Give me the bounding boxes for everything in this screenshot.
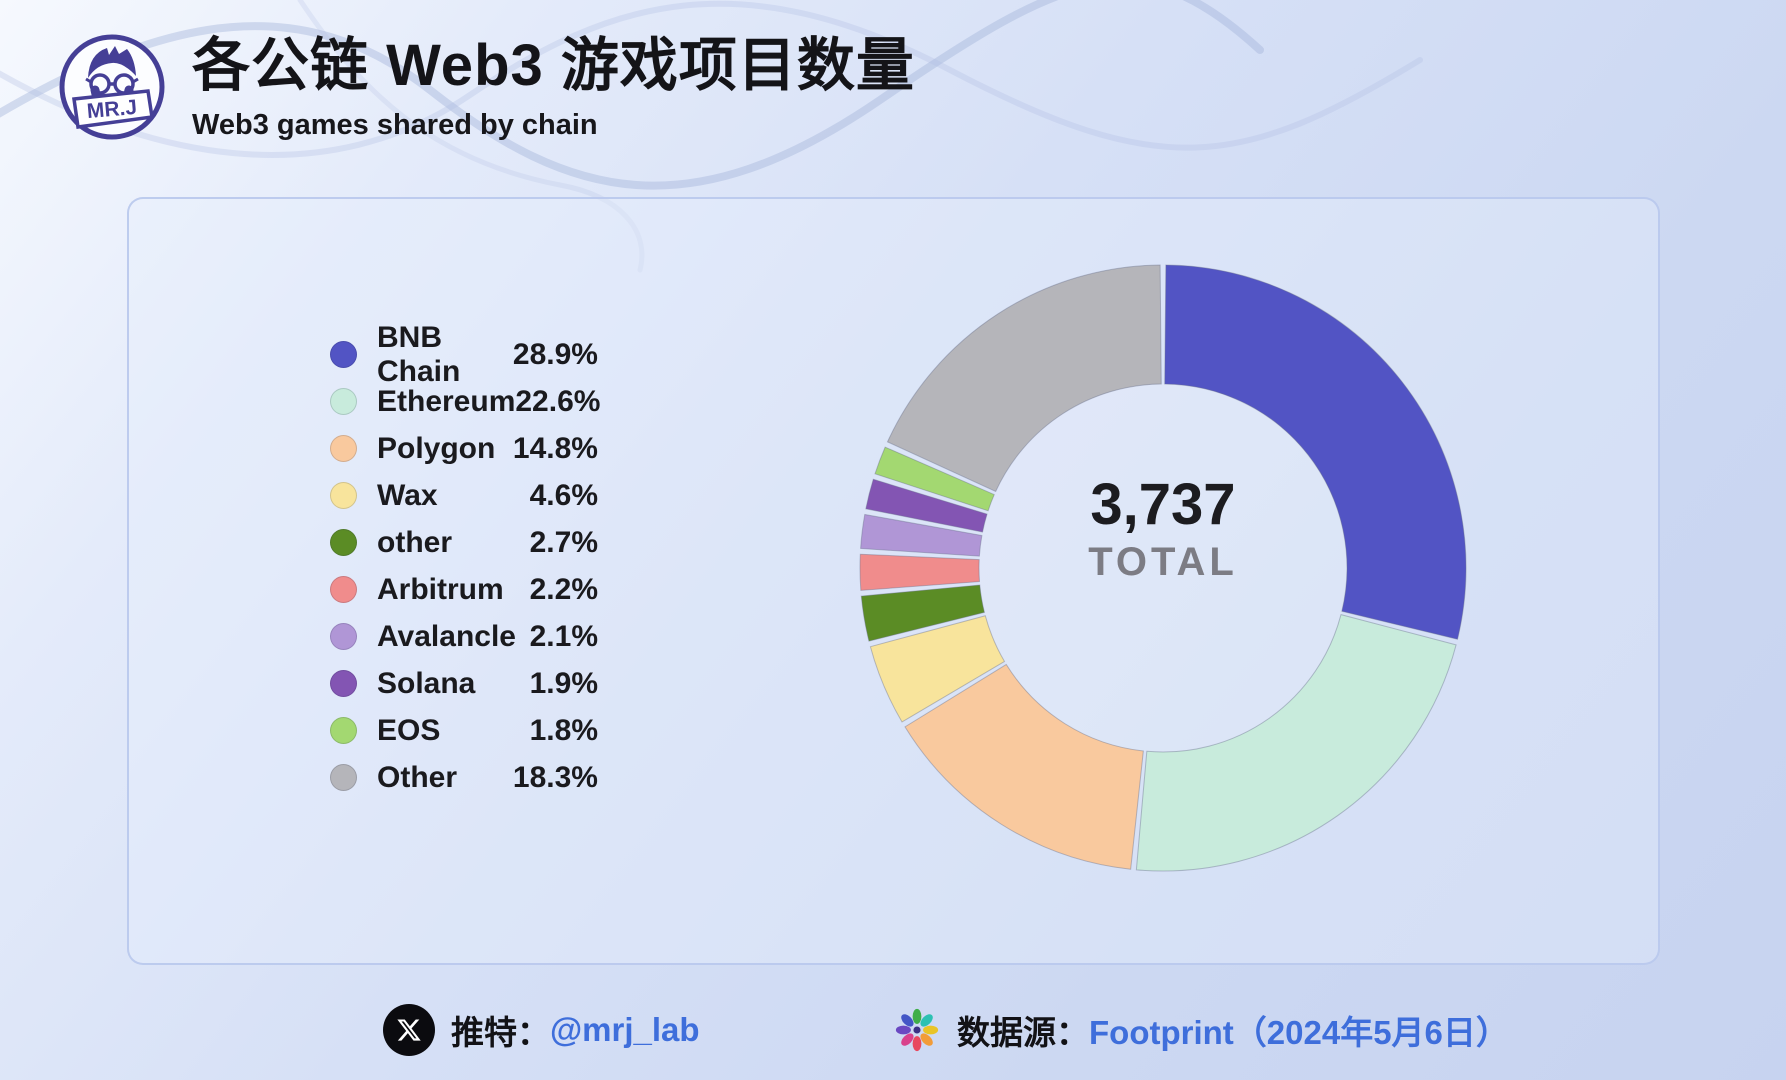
legend-swatch-icon <box>330 717 357 744</box>
legend-item-other[interactable]: Other 18.3% <box>330 754 598 801</box>
legend-value: 4.6% <box>529 478 598 512</box>
donut-slice-eos[interactable] <box>874 446 995 512</box>
donut-chart: 3,737 TOTAL <box>843 248 1483 888</box>
legend-label: Avalancle <box>377 619 516 653</box>
legend-value: 22.6% <box>515 384 601 418</box>
legend-label: Arbitrum <box>377 572 504 606</box>
donut-slice-other[interactable] <box>860 584 986 642</box>
legend-swatch-icon <box>330 435 357 462</box>
legend-label: Wax <box>377 478 438 512</box>
legend-value: 1.9% <box>529 666 598 700</box>
legend-item-polygon[interactable]: Polygon 14.8% <box>330 425 598 472</box>
legend-swatch-icon <box>330 576 357 603</box>
title-block: 各公链 Web3 游戏项目数量 Web3 games shared by cha… <box>192 33 915 142</box>
source-label: 数据源： <box>957 1014 1089 1051</box>
legend: BNB Chain 28.9% Ethereum 22.6% Polygon 14.8% W… <box>330 321 601 801</box>
donut-hole <box>979 384 1347 752</box>
legend-swatch-icon <box>330 623 357 650</box>
donut-slice-arbitrum[interactable] <box>859 553 981 591</box>
legend-label: EOS <box>377 713 441 747</box>
legend-item-ethereum[interactable]: Ethereum 22.6% <box>330 378 601 425</box>
legend-item-eos[interactable]: EOS 1.8% <box>330 707 598 754</box>
legend-label: BNB Chain <box>377 320 461 388</box>
donut-slice-wax[interactable] <box>869 615 1006 723</box>
donut-slice-solana[interactable] <box>865 478 988 533</box>
legend-swatch-icon <box>330 482 357 509</box>
legend-item-arbitrum[interactable]: Arbitrum 2.2% <box>330 566 598 613</box>
legend-item-wax[interactable]: Wax 4.6% <box>330 472 598 519</box>
mrj-logo-icon: MR.J <box>59 34 165 140</box>
legend-item-avalancle[interactable]: Avalancle 2.1% <box>330 613 598 660</box>
legend-label: other <box>377 525 452 559</box>
twitter-label: 推特： <box>451 1014 550 1051</box>
page-subtitle: Web3 games shared by chain <box>192 109 598 141</box>
legend-label: Other <box>377 760 458 794</box>
legend-value: 18.3% <box>512 760 598 794</box>
footprint-flower-icon <box>893 1006 941 1054</box>
source-credit: 数据源： Footprint（2024年5月6日） <box>893 1004 1509 1056</box>
donut-slice-avalancle[interactable] <box>860 513 983 557</box>
logo-avatar: MR.J <box>58 33 166 141</box>
source-link[interactable]: Footprint（2024年5月6日） <box>1089 1014 1509 1051</box>
legend-value: 14.8% <box>512 431 598 465</box>
legend-swatch-icon <box>330 341 357 368</box>
x-twitter-icon <box>383 1004 435 1056</box>
twitter-handle[interactable]: @mrj_lab <box>550 1011 700 1048</box>
legend-value: 2.1% <box>529 619 598 653</box>
twitter-credit: 推特： @mrj_lab <box>383 1004 700 1056</box>
legend-label: Polygon <box>377 431 496 465</box>
donut-slice-ethereum[interactable] <box>1135 614 1457 872</box>
legend-label: Solana <box>377 666 476 700</box>
legend-item-other[interactable]: other 2.7% <box>330 519 598 566</box>
legend-swatch-icon <box>330 670 357 697</box>
header: MR.J 各公链 Web3 游戏项目数量 Web3 games shared b… <box>58 33 915 141</box>
page-title: 各公链 Web3 游戏项目数量 <box>192 33 915 98</box>
legend-item-bnb-chain[interactable]: BNB Chain 28.9% <box>330 321 598 388</box>
legend-swatch-icon <box>330 529 357 556</box>
donut-slice-bnb-chain[interactable] <box>1164 264 1467 640</box>
legend-label: Ethereum <box>377 384 516 418</box>
legend-value: 1.8% <box>529 713 598 747</box>
legend-swatch-icon <box>330 388 357 415</box>
legend-value: 2.2% <box>529 572 598 606</box>
donut-svg <box>859 264 1467 872</box>
donut-slice-other[interactable] <box>886 264 1162 493</box>
legend-value: 28.9% <box>512 337 598 371</box>
donut-slice-polygon[interactable] <box>904 663 1144 870</box>
legend-item-solana[interactable]: Solana 1.9% <box>330 660 598 707</box>
legend-swatch-icon <box>330 764 357 791</box>
legend-value: 2.7% <box>529 525 598 559</box>
logo-text: MR.J <box>86 96 138 123</box>
